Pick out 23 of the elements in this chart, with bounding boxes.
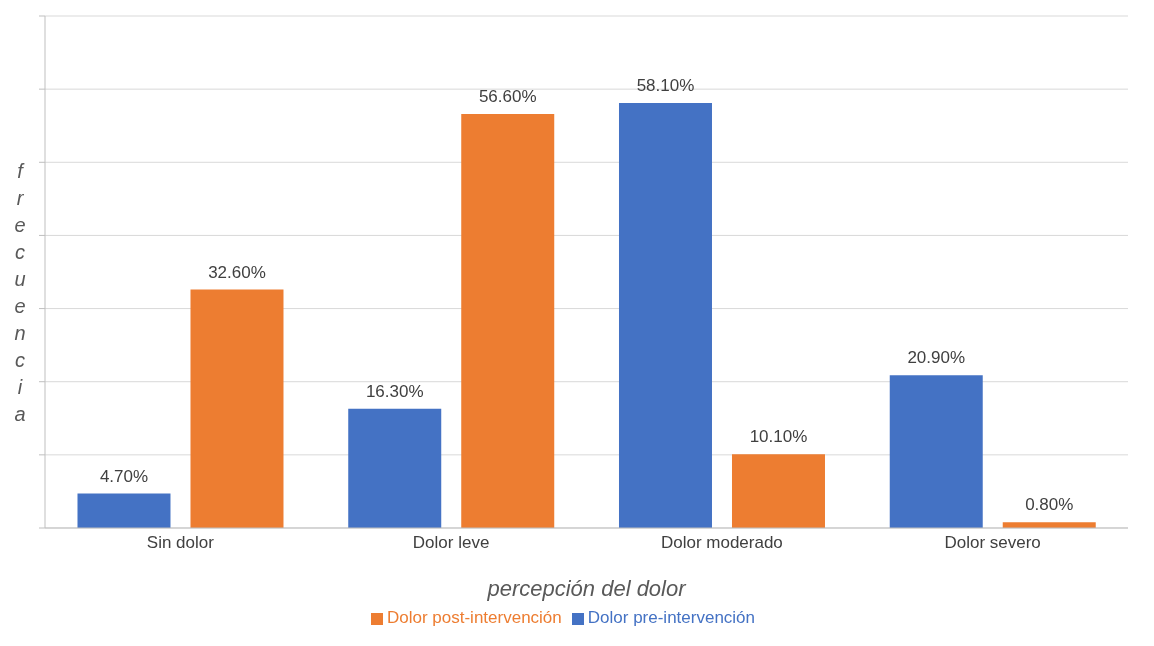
data-label: 20.90% (907, 348, 966, 368)
bar (77, 493, 171, 528)
data-label: 0.80% (1025, 495, 1074, 515)
data-label: 10.10% (749, 427, 808, 447)
text: frecuencia (14, 160, 26, 425)
bar (348, 408, 442, 528)
data-label: 32.60% (208, 262, 266, 282)
data-label: 4.70% (99, 466, 149, 486)
x-tick-label: Dolor moderado (660, 533, 783, 553)
legend-label: Dolor pre-intervención (587, 608, 756, 627)
bar (731, 454, 825, 528)
data-label: 56.60% (478, 87, 537, 107)
legend-label: Dolor post-intervención (386, 608, 562, 627)
data-label: 16.30% (365, 381, 424, 401)
bar (618, 103, 712, 528)
x-tick-label: Dolor leve (412, 533, 490, 553)
x-axis-title: percepción del dolor (486, 576, 688, 601)
data-label: 58.10% (636, 76, 695, 96)
bar (461, 114, 555, 528)
bar (889, 375, 983, 528)
bar (190, 289, 284, 528)
x-tick-label: Sin dolor (146, 533, 215, 553)
x-tick-label: Dolor severo (944, 533, 1041, 553)
